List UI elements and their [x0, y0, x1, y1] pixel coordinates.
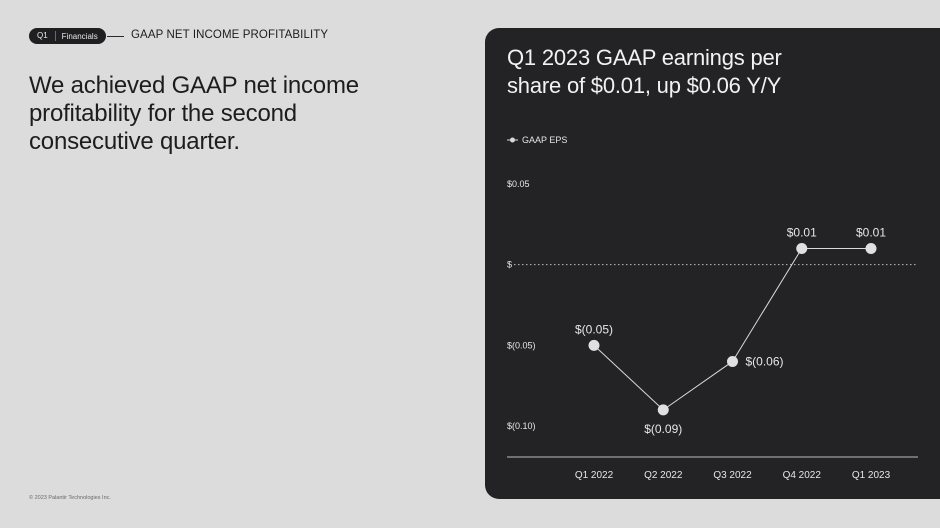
- section-tag-pill: Q1 Financials: [29, 28, 106, 44]
- data-point: [657, 404, 669, 416]
- y-tick-label: $0.05: [507, 179, 530, 189]
- x-tick-label: Q2 2022: [644, 470, 683, 481]
- series-line: [593, 248, 871, 411]
- data-point: [588, 339, 600, 351]
- headline: We achieved GAAP net income profitabilit…: [29, 72, 359, 155]
- data-label: $(0.09): [644, 422, 682, 436]
- x-tick-label: Q1 2023: [852, 470, 891, 481]
- legend-label: GAAP EPS: [522, 135, 567, 145]
- quarter-tag: Q1: [29, 31, 56, 41]
- x-tick-label: Q1 2022: [575, 470, 614, 481]
- data-label: $(0.06): [746, 354, 784, 368]
- y-tick-label: $(0.05): [507, 340, 536, 350]
- data-label: $0.01: [787, 226, 817, 240]
- data-point: [727, 355, 738, 367]
- section-divider: [107, 36, 124, 37]
- copyright: © 2023 Palantir Technologies Inc.: [29, 495, 111, 501]
- legend-marker-icon: [510, 137, 515, 143]
- y-tick-label: $: [507, 260, 512, 270]
- section-title: GAAP NET INCOME PROFITABILITY: [131, 29, 329, 41]
- data-point: [796, 243, 808, 255]
- x-tick-label: Q4 2022: [783, 470, 822, 481]
- chart-panel: [485, 28, 940, 499]
- y-tick-label: $(0.10): [507, 421, 536, 431]
- x-tick-label: Q3 2022: [713, 470, 752, 481]
- financials-tag: Financials: [61, 31, 98, 41]
- chart-title: Q1 2023 GAAP earnings per share of $0.01…: [507, 45, 782, 98]
- data-label: $0.01: [856, 226, 886, 240]
- data-point: [865, 243, 877, 255]
- data-label: $(0.05): [575, 322, 613, 336]
